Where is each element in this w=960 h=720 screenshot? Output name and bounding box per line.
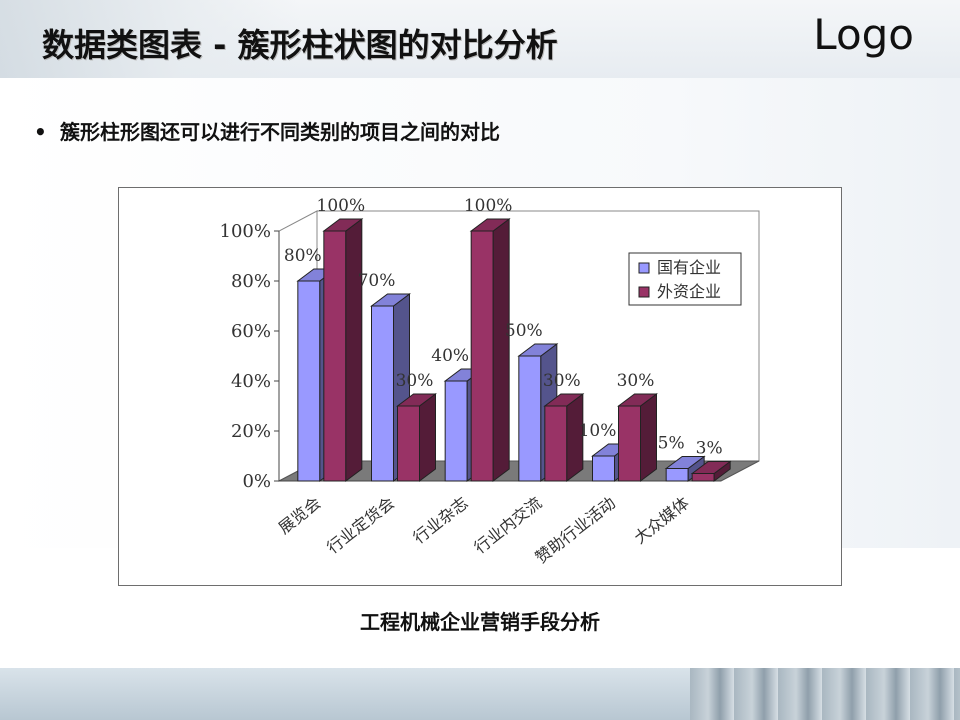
bar-side bbox=[492, 218, 510, 482]
data-label: 30% bbox=[543, 371, 581, 391]
header-band bbox=[0, 0, 960, 78]
x-tick-label: 行业内交流 bbox=[471, 493, 546, 557]
bar-front bbox=[665, 468, 689, 482]
y-tick-label: 100% bbox=[220, 221, 271, 242]
x-tick-label: 展览会 bbox=[275, 493, 325, 538]
header-photo bbox=[0, 0, 300, 78]
x-tick-label: 行业杂志 bbox=[409, 493, 471, 547]
bar-top bbox=[617, 393, 658, 407]
data-label: 100% bbox=[464, 196, 513, 216]
x-tick-label: 大众媒体 bbox=[630, 493, 692, 547]
legend-label: 国有企业 bbox=[657, 258, 721, 277]
bar-front bbox=[297, 280, 321, 482]
logo: Logo bbox=[813, 10, 914, 59]
bullet-icon: • bbox=[34, 120, 47, 144]
data-label: 30% bbox=[617, 371, 655, 391]
bar-top bbox=[396, 393, 437, 407]
chart-frame: 0% 20% 40% 60% 80% 100% 80% 100% 展览会 70% 30% 行业定货会 4… bbox=[118, 187, 842, 586]
bar-side bbox=[345, 218, 363, 482]
y-tick-label: 60% bbox=[231, 321, 271, 342]
data-label: 3% bbox=[696, 439, 723, 459]
bar-top bbox=[370, 293, 411, 307]
y-tick-label: 40% bbox=[231, 371, 271, 392]
y-tick-label: 0% bbox=[242, 471, 271, 492]
bar-chart: 0% 20% 40% 60% 80% 100% 80% 100% 展览会 70% 30% 行业定货会 4… bbox=[220, 196, 760, 567]
bar-side bbox=[419, 393, 436, 482]
x-tick-label: 行业定货会 bbox=[323, 493, 398, 557]
legend-label: 外资企业 bbox=[657, 282, 721, 301]
bar-front bbox=[592, 455, 615, 482]
chart-caption: 工程机械企业营销手段分析 bbox=[360, 610, 600, 634]
bullet-text: 簇形柱形图还可以进行不同类别的项目之间的对比 bbox=[60, 120, 500, 144]
data-label: 40% bbox=[431, 346, 469, 366]
bar-top bbox=[690, 461, 732, 474]
footer-photo bbox=[690, 668, 960, 720]
bar-front bbox=[397, 405, 420, 482]
bar-top bbox=[517, 343, 559, 357]
data-label: 100% bbox=[317, 196, 366, 216]
bar-front bbox=[518, 355, 542, 482]
y-tick-label: 80% bbox=[231, 271, 271, 292]
bar-top bbox=[322, 218, 364, 232]
bar-top bbox=[469, 218, 511, 232]
bar-front bbox=[323, 230, 347, 482]
legend-swatch bbox=[638, 286, 650, 298]
bar-front bbox=[618, 405, 641, 482]
bar-side bbox=[640, 393, 657, 482]
legend-swatch bbox=[638, 262, 650, 274]
slide-title: 数据类图表 - 簇形柱状图的对比分析 bbox=[42, 26, 558, 64]
data-label: 50% bbox=[505, 321, 543, 341]
x-tick-label: 赞助行业活动 bbox=[532, 493, 619, 567]
bar-front bbox=[470, 230, 494, 482]
data-label: 80% bbox=[284, 246, 322, 266]
bar-top bbox=[543, 393, 585, 407]
y-tick-label: 20% bbox=[231, 421, 271, 442]
footer-band bbox=[0, 668, 960, 720]
data-label: 5% bbox=[658, 434, 685, 454]
bar-front bbox=[691, 473, 715, 482]
bullet-point: • 簇形柱形图还可以进行不同类别的项目之间的对比 bbox=[34, 116, 500, 145]
data-label: 30% bbox=[396, 371, 434, 391]
data-label: 10% bbox=[579, 421, 617, 441]
data-label: 70% bbox=[358, 271, 396, 291]
bar-front bbox=[444, 380, 468, 482]
bar-front bbox=[544, 405, 568, 482]
bar-top bbox=[664, 456, 706, 469]
bar-front bbox=[371, 305, 394, 482]
